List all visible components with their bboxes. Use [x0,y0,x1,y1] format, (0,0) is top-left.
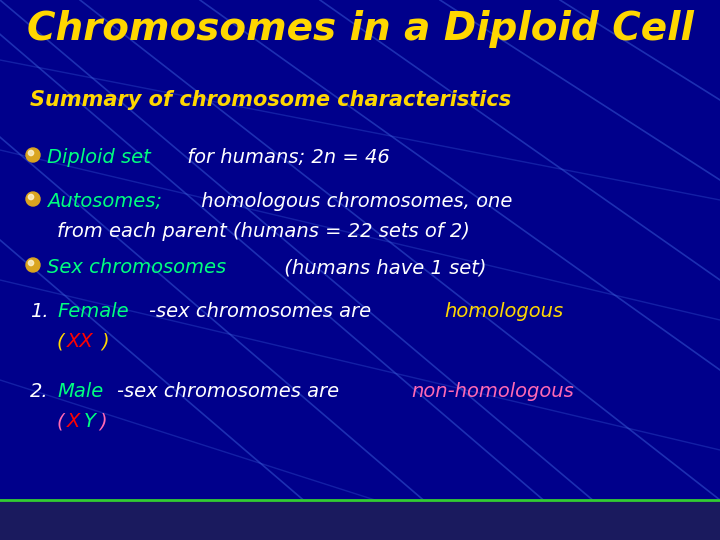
Text: (humans have 1 set): (humans have 1 set) [278,258,487,277]
Circle shape [28,194,34,200]
Text: 2.: 2. [30,382,49,401]
Text: Sex chromosomes: Sex chromosomes [47,258,226,277]
Text: for humans; 2n = 46: for humans; 2n = 46 [181,148,390,167]
Text: Autosomes;: Autosomes; [47,192,162,211]
Circle shape [26,148,40,162]
Text: homologous chromosomes, one: homologous chromosomes, one [195,192,513,211]
Circle shape [26,258,40,272]
Text: Diploid set: Diploid set [47,148,150,167]
Bar [0,500,720,540]
Text: non-homologous: non-homologous [411,382,574,401]
Text: ): ) [99,412,107,431]
Text: ): ) [102,332,109,351]
Text: Summary of chromosome characteristics: Summary of chromosome characteristics [30,90,511,110]
Text: (: ( [57,332,65,351]
Text: X: X [67,412,80,431]
Text: 1.: 1. [30,302,49,321]
Text: Female: Female [57,302,129,321]
Text: from each parent (humans = 22 sets of 2): from each parent (humans = 22 sets of 2) [57,222,470,241]
Circle shape [28,260,34,266]
Text: homologous: homologous [444,302,563,321]
Text: XX: XX [67,332,94,351]
Text: (: ( [57,412,65,431]
Text: Chromosomes in a Diploid Cell: Chromosomes in a Diploid Cell [27,10,693,48]
Text: Y: Y [84,412,96,431]
Circle shape [28,150,34,156]
Text: -sex chromosomes are: -sex chromosomes are [117,382,345,401]
Circle shape [26,192,40,206]
Text: -sex chromosomes are: -sex chromosomes are [150,302,378,321]
Text: Male: Male [57,382,103,401]
